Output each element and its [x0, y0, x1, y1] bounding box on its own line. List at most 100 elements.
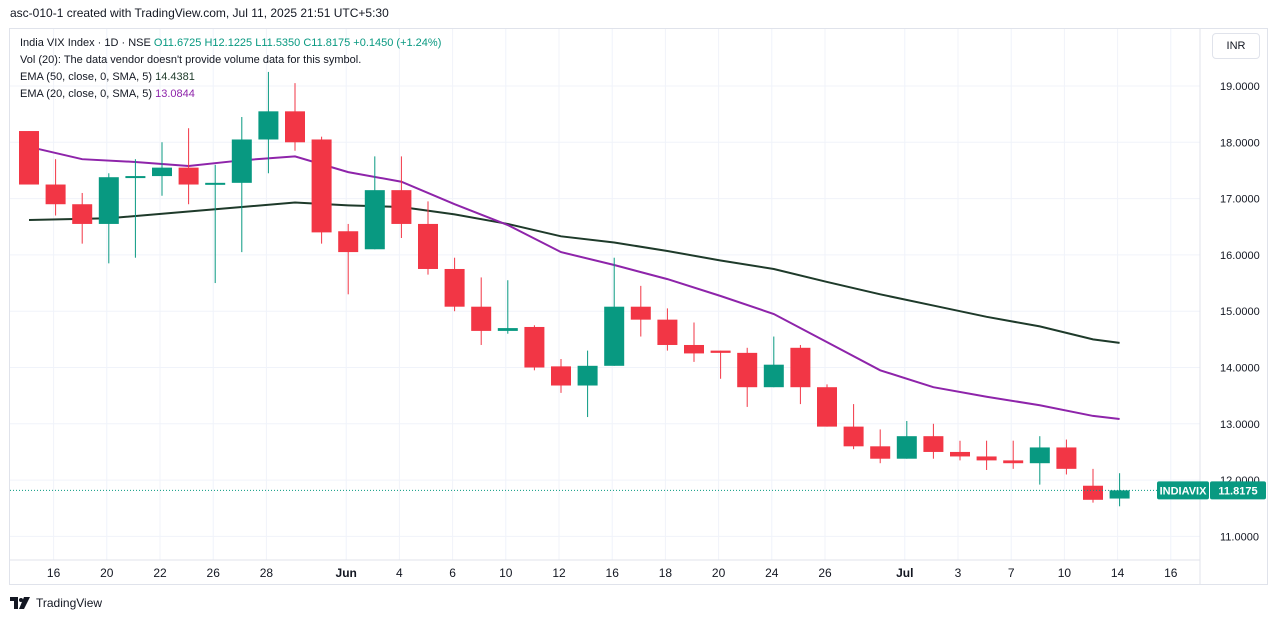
currency-button[interactable]: INR: [1212, 33, 1260, 59]
candle-body: [843, 426, 864, 447]
candle-body: [72, 204, 93, 224]
candle: [258, 71, 279, 174]
legend-ema20-row[interactable]: EMA (20, close, 0, SMA, 5) 13.0844: [20, 86, 441, 103]
candle: [338, 223, 359, 295]
candle: [391, 156, 412, 239]
y-tick-label: 16.0000: [1220, 250, 1260, 262]
x-tick-label: Jun: [336, 566, 357, 580]
candle: [737, 347, 758, 407]
candle-body: [577, 365, 598, 386]
x-tick-label: 4: [396, 566, 403, 580]
chart-legend: India VIX Index · 1D · NSE O11.6725 H12.…: [20, 35, 441, 103]
x-tick-label: 12: [552, 566, 566, 580]
last-value-tag: [1210, 481, 1266, 500]
ema20-label: EMA (20, close, 0, SMA, 5): [20, 88, 153, 100]
candle-body: [923, 436, 944, 452]
candle-body: [524, 326, 545, 368]
candle-body: [98, 177, 119, 224]
candle: [72, 192, 93, 244]
x-tick-label: 18: [659, 566, 673, 580]
ema20-line: [28, 145, 1120, 421]
candle-body: [976, 456, 997, 461]
candle-body: [311, 139, 332, 233]
y-tick-label: 13.0000: [1220, 419, 1260, 431]
legend-symbol-row: India VIX Index · 1D · NSE O11.6725 H12.…: [20, 35, 441, 52]
candle-body: [205, 182, 226, 185]
candle: [231, 116, 252, 253]
chart-frame: [9, 28, 1268, 585]
candle: [45, 159, 66, 216]
ema50-label: EMA (50, close, 0, SMA, 5): [20, 71, 153, 83]
x-tick-label: 3: [955, 566, 962, 580]
candle-body: [338, 231, 359, 253]
candle-body: [763, 364, 784, 388]
candle: [763, 336, 784, 388]
last-label-tag: [1157, 481, 1209, 500]
candle: [976, 440, 997, 470]
x-tick-label: 28: [260, 566, 274, 580]
candle-body: [471, 306, 492, 331]
candle: [98, 173, 119, 264]
candle: [790, 344, 811, 405]
x-tick-label: 26: [207, 566, 221, 580]
y-tick-label: 17.0000: [1220, 194, 1260, 206]
candle: [684, 322, 704, 362]
candle-body: [604, 306, 625, 366]
candle: [19, 131, 39, 185]
candle-body: [710, 350, 731, 353]
ema20-value: 13.0844: [155, 88, 195, 100]
candle-body: [1083, 485, 1103, 500]
x-tick-label: 20: [100, 566, 114, 580]
candle-body: [125, 176, 146, 179]
candle-body: [285, 111, 305, 143]
candle-body: [870, 446, 891, 459]
x-tick-label: 14: [1111, 566, 1125, 580]
candle: [418, 201, 438, 275]
candle: [178, 128, 199, 205]
candle: [311, 136, 332, 244]
candle: [1029, 436, 1050, 485]
candle: [205, 164, 226, 284]
candle: [125, 159, 146, 258]
candle: [630, 285, 651, 337]
candle: [1003, 440, 1024, 469]
candle-body: [950, 451, 970, 457]
candle: [497, 280, 518, 334]
x-tick-label: 24: [765, 566, 779, 580]
candle: [896, 420, 917, 459]
candle-body: [817, 387, 837, 427]
candle: [152, 142, 172, 196]
candle-body: [364, 190, 385, 250]
x-tick-label: 26: [818, 566, 832, 580]
tradingview-logo-icon: [10, 597, 30, 609]
candle: [471, 277, 492, 345]
candle: [710, 350, 731, 379]
candle: [817, 384, 837, 427]
legend-symbol[interactable]: India VIX Index · 1D · NSE: [20, 37, 151, 49]
y-tick-label: 11.0000: [1220, 531, 1259, 543]
ema50-line: [28, 201, 1120, 344]
legend-ema50-row[interactable]: EMA (50, close, 0, SMA, 5) 14.4381: [20, 69, 441, 86]
candle: [551, 359, 571, 393]
x-tick-label: 6: [449, 566, 456, 580]
candle: [1056, 439, 1077, 475]
legend-volume[interactable]: Vol (20): The data vendor doesn't provid…: [20, 54, 362, 66]
candle: [1109, 473, 1130, 507]
candle-body: [896, 436, 917, 459]
candle-body: [152, 167, 172, 177]
candle-body: [45, 184, 66, 205]
candle: [524, 325, 545, 371]
candle-body: [418, 223, 438, 269]
candle-body: [391, 190, 412, 224]
candle: [1083, 468, 1103, 503]
x-tick-label: 16: [606, 566, 620, 580]
candle: [604, 257, 625, 366]
x-tick-label: 22: [153, 566, 167, 580]
footer-brand[interactable]: TradingView: [10, 596, 102, 610]
last-label-text: INDIAVIX: [1160, 485, 1208, 497]
candle-body: [1056, 447, 1077, 469]
y-tick-label: 14.0000: [1220, 363, 1260, 375]
last-value-text: 11.8175: [1218, 485, 1257, 497]
candle: [577, 350, 598, 418]
